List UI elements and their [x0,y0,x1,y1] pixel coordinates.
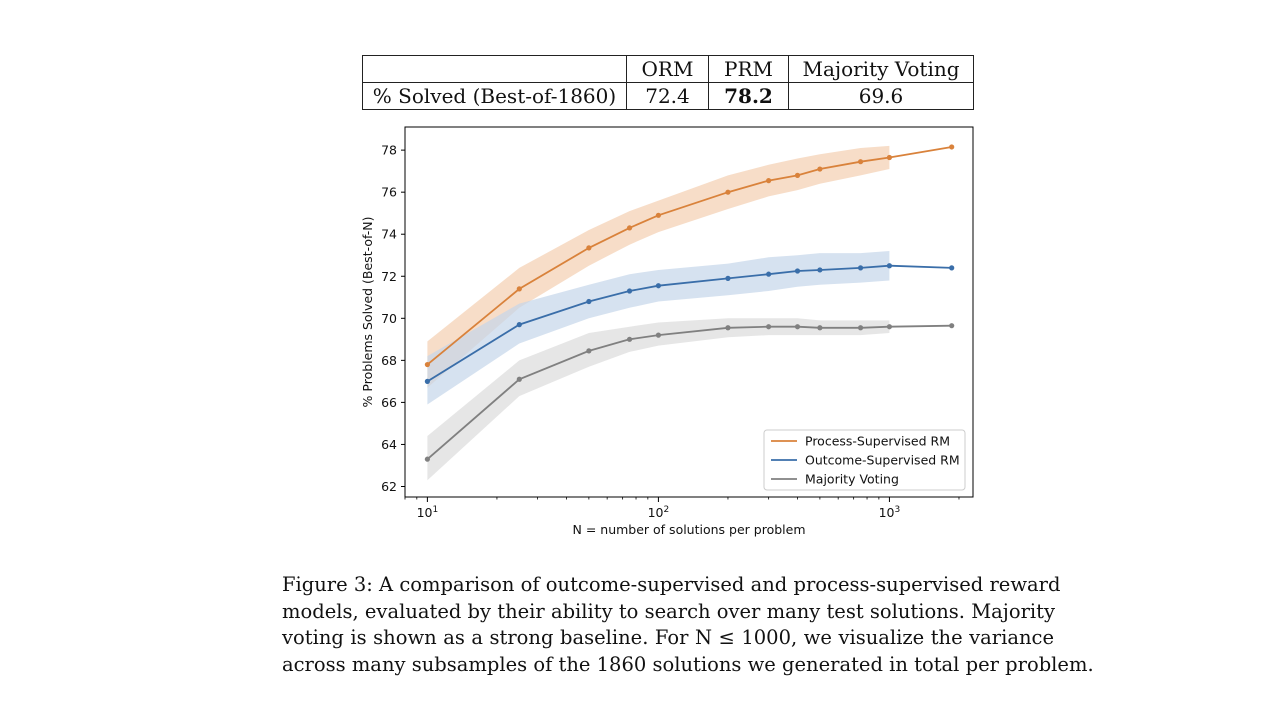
figure-caption: Figure 3: A comparison of outcome-superv… [282,572,1094,679]
legend-box [763,429,966,491]
y-tick-label: 68 [381,353,397,368]
x-axis-label: N = number of solutions per problem [573,522,806,537]
outcome-supervised-rm-point [857,265,864,271]
results-table: ORM PRM Majority Voting % Solved (Best-o… [362,55,974,110]
chart-legend: Process-Supervised RM Outcome-Supervised … [763,429,966,491]
y-tick-label: 62 [381,479,397,494]
process-supervised-rm-legend-label: Process-Supervised RM [805,434,950,449]
y-tick-label: 66 [381,395,397,410]
majority-voting-point [886,324,893,330]
majority-voting-point [725,325,731,331]
process-supervised-rm-point [516,286,522,292]
outcome-supervised-rm-point [516,322,522,328]
series-points [424,144,955,462]
caption-line: Figure 3: A comparison of outcome-superv… [282,573,1061,596]
series-lines [426,146,952,460]
majority-voting-point [626,336,633,342]
outcome-supervised-rm-band [427,251,890,405]
process-supervised-rm-point [586,245,592,251]
majority-voting-point [949,323,955,329]
majority-voting-point [655,332,662,338]
y-tick-label: 78 [381,143,397,158]
majority-voting-legend-label: Majority Voting [805,472,899,487]
table-cell-orm: 72.4 [626,82,709,110]
x-axis-ticks: 101 102 103 [404,497,960,520]
majority-voting-point [857,325,864,331]
process-supervised-rm-point [766,178,772,184]
table-row: % Solved (Best-of-1860) 72.4 78.2 69.6 [362,82,974,110]
outcome-supervised-rm-point [586,298,592,305]
majority-voting-point [516,376,522,382]
outcome-supervised-rm-point [949,265,955,271]
process-supervised-rm-point [626,225,633,231]
process-supervised-rm-point [949,144,955,150]
majority-voting-point [766,324,772,330]
majority-voting-point [424,456,430,462]
caption-line: models, evaluated by their ability to se… [282,599,1055,623]
process-supervised-rm-point [655,212,662,218]
process-supervised-rm-point [424,361,430,368]
y-tick-label: 72 [381,269,397,284]
variance-bands [427,145,890,481]
majority-voting-band [427,318,890,481]
majority-voting-point [586,348,592,354]
outcome-supervised-rm-legend-label: Outcome-Supervised RM [805,453,960,468]
table-cell-prm: 78.2 [708,82,789,110]
majority-voting-point [794,324,801,330]
majority-voting-line [426,324,952,460]
table-row-label: % Solved (Best-of-1860) [362,82,627,110]
process-supervised-rm-point [857,159,864,165]
y-tick-label: 74 [381,227,397,242]
outcome-supervised-rm-point [655,283,662,289]
process-supervised-rm-point [817,166,823,172]
outcome-supervised-rm-point [725,275,731,281]
majority-voting-point [817,325,823,331]
table-cell-majority-voting: 69.6 [788,82,974,110]
plot-frame [404,126,974,498]
process-supervised-rm-point [886,154,893,161]
outcome-supervised-rm-point [817,267,823,273]
process-supervised-rm-band [427,145,890,388]
y-tick-label: 70 [381,311,397,326]
outcome-supervised-rm-point [794,268,801,274]
outcome-supervised-rm-point [424,378,430,384]
y-tick-label: 76 [381,185,397,200]
caption-line: voting is shown as a strong baseline. Fo… [282,626,1054,650]
x-tick-label: 102 [648,505,670,520]
table-header-majority-voting: Majority Voting [788,55,974,83]
best-of-n-chart: 62 64 66 68 70 72 74 76 78 101 102 103 N = number … [360,126,974,537]
process-supervised-rm-point [725,189,731,195]
caption-line: across many subsamples of the 1860 solut… [282,653,1094,677]
y-axis-ticks: 62 64 66 68 70 72 74 76 78 [381,143,405,494]
outcome-supervised-rm-point [766,271,772,277]
process-supervised-rm-point [794,172,801,178]
outcome-supervised-rm-line [426,264,952,383]
process-supervised-rm-line [426,146,952,366]
outcome-supervised-rm-point [886,263,893,269]
x-tick-label: 101 [417,505,439,520]
outcome-supervised-rm-point [626,288,633,294]
y-tick-label: 64 [381,437,397,452]
y-axis-label: % Problems Solved (Best-of-N) [360,217,375,408]
x-tick-label: 103 [879,505,901,520]
